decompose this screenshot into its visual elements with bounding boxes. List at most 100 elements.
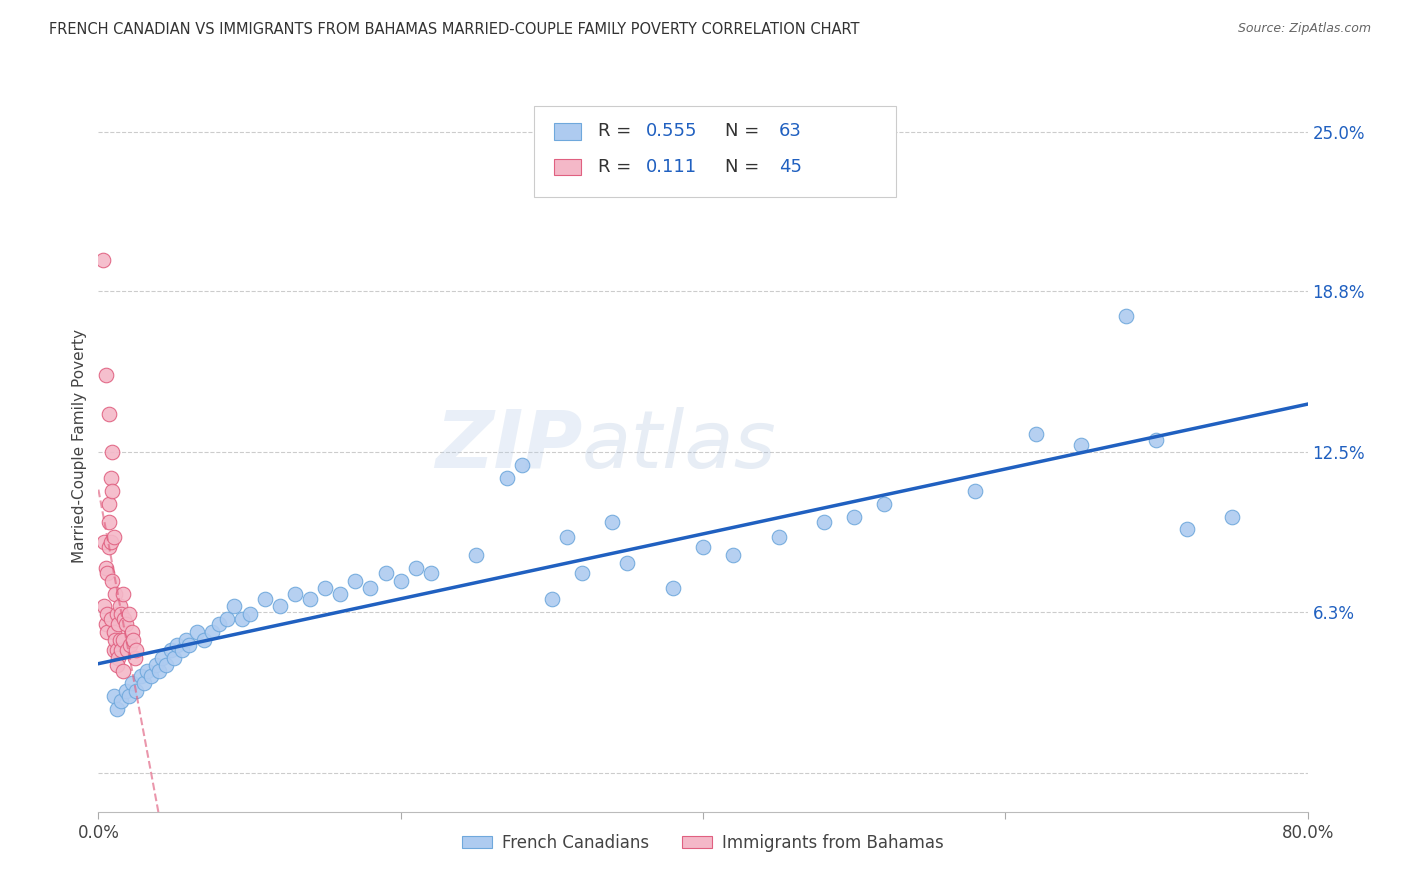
Text: ZIP: ZIP (434, 407, 582, 485)
Point (100, 471, 122, 485)
Point (108, 632, 131, 647)
Point (104, 586, 127, 600)
Point (555, 530, 578, 544)
Point (94, 561, 117, 575)
Point (873, 497, 896, 511)
Point (150, 650, 173, 665)
Point (166, 638, 188, 652)
Point (103, 690, 125, 704)
Point (1144, 433, 1167, 447)
Point (314, 582, 336, 596)
Point (129, 669, 152, 683)
Point (174, 632, 197, 647)
Point (98, 407, 121, 421)
Point (193, 632, 215, 647)
Point (405, 561, 427, 575)
Point (91, 252, 114, 267)
Point (118, 607, 141, 621)
Point (93, 599, 115, 614)
Point (122, 632, 145, 647)
Point (299, 591, 322, 606)
Point (125, 643, 148, 657)
Point (239, 607, 262, 621)
Point (103, 643, 125, 657)
Text: 45: 45 (779, 158, 803, 176)
Point (121, 625, 143, 640)
Point (495, 471, 517, 485)
Point (107, 650, 129, 665)
Point (389, 574, 412, 588)
Point (465, 548, 488, 562)
FancyBboxPatch shape (534, 106, 897, 197)
Point (105, 702, 128, 716)
Point (103, 530, 125, 544)
Point (201, 625, 224, 640)
Text: FRENCH CANADIAN VS IMMIGRANTS FROM BAHAMAS MARRIED-COUPLE FAMILY POVERTY CORRELA: FRENCH CANADIAN VS IMMIGRANTS FROM BAHAM… (49, 22, 859, 37)
Point (160, 643, 183, 657)
Point (96, 607, 118, 621)
Point (98, 515, 121, 529)
Point (231, 612, 253, 626)
Point (101, 445, 124, 459)
Point (111, 586, 134, 600)
Point (253, 591, 276, 606)
Point (965, 483, 987, 498)
Point (104, 632, 127, 647)
Point (571, 566, 593, 580)
Point (105, 643, 128, 657)
Text: N =: N = (724, 122, 765, 140)
Point (107, 617, 129, 632)
Point (110, 643, 132, 657)
Point (118, 690, 141, 704)
Point (98, 497, 121, 511)
Point (93, 535, 115, 549)
Point (602, 515, 624, 529)
Point (661, 582, 683, 596)
Point (224, 599, 246, 614)
Point (215, 612, 238, 626)
Point (284, 586, 307, 600)
Point (329, 586, 352, 600)
Text: atlas: atlas (582, 407, 778, 485)
Y-axis label: Married-Couple Family Poverty: Married-Couple Family Poverty (72, 329, 87, 563)
Point (120, 638, 142, 652)
FancyBboxPatch shape (554, 123, 581, 139)
Point (420, 566, 443, 580)
Point (111, 632, 134, 647)
Point (94, 617, 117, 632)
Point (269, 599, 291, 614)
Point (844, 509, 866, 524)
Point (114, 617, 136, 632)
Point (101, 574, 124, 588)
Point (692, 541, 714, 555)
Point (1220, 509, 1243, 524)
Point (148, 664, 170, 678)
Point (115, 643, 138, 657)
Point (124, 650, 146, 665)
Point (141, 669, 163, 683)
Text: R =: R = (598, 122, 637, 140)
Point (112, 612, 135, 626)
Point (163, 650, 186, 665)
Point (1024, 427, 1046, 442)
Point (135, 664, 157, 678)
Point (105, 607, 128, 621)
Text: Source: ZipAtlas.com: Source: ZipAtlas.com (1237, 22, 1371, 36)
Point (616, 556, 638, 570)
Point (723, 548, 745, 562)
Point (813, 515, 835, 529)
Point (186, 625, 208, 640)
Point (108, 599, 131, 614)
Point (98, 541, 121, 555)
Point (105, 658, 128, 673)
Point (540, 591, 562, 606)
Point (1175, 523, 1198, 537)
Point (111, 664, 134, 678)
Point (768, 530, 790, 544)
FancyBboxPatch shape (554, 159, 581, 175)
Text: 0.111: 0.111 (647, 158, 697, 176)
Point (96, 625, 118, 640)
Point (110, 694, 132, 708)
Point (103, 625, 125, 640)
Point (132, 676, 155, 690)
